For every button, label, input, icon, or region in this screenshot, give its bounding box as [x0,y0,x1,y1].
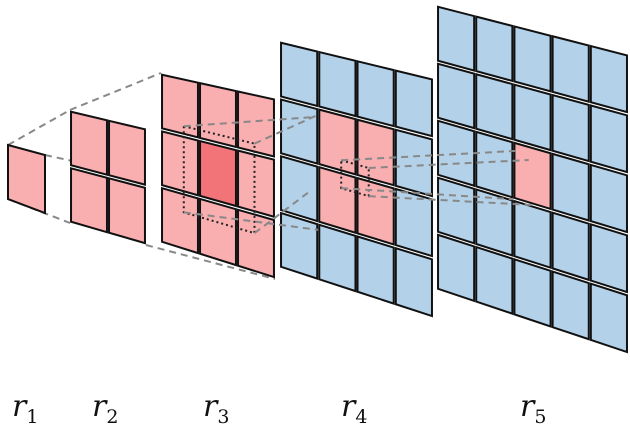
grid-cell [199,139,237,208]
grid-cell [280,211,319,280]
grid-cell [280,41,319,108]
grid-cell [318,108,357,176]
grid-cell [437,62,476,130]
grid-cell [394,246,433,318]
grid-cell [394,69,433,138]
grid-cell [513,25,552,93]
grid-cell [437,5,476,72]
grid-cell [437,119,476,188]
grid-cell [394,187,433,258]
grid-cell [437,233,476,303]
grid-cell [318,223,357,293]
grid-cell [7,143,46,215]
grid-cell [108,177,146,245]
projection-line [145,244,276,280]
grid-cell [356,176,395,246]
projection-line [183,116,311,128]
layer-label-r3: r3 [203,389,230,428]
grid-cell [199,197,237,267]
grid-cell [475,15,514,83]
projection-lines-front [182,113,533,235]
projection-line [341,187,514,201]
layer-r4-grid [280,41,433,318]
projection-line [7,109,71,146]
layer-r5-grid [437,5,628,354]
grid-cell [551,34,590,104]
grid-cell [589,104,628,174]
grid-cell [237,208,275,279]
projection-line [341,149,518,162]
grid-cell [280,155,319,223]
grid-cell [589,282,628,354]
layer-r2-grid [70,110,146,245]
grid-cell [513,257,552,328]
grid-cell [513,199,552,270]
grid-cell [161,73,199,139]
grid-cell [318,50,357,118]
grid-cell [356,235,395,305]
grid-cell [475,72,514,141]
layer-label-r2: r2 [92,389,119,428]
grid-cell [589,222,628,294]
grid-cell [475,245,514,316]
grid-cell [551,93,590,163]
layer-grids [7,5,628,354]
grid-cell [394,128,433,198]
layer-label-r4: r4 [341,389,368,428]
grid-cell [199,81,237,149]
grid-cell [589,44,628,114]
projection-line [368,195,533,206]
grid-cell [475,130,514,199]
grid-cell [551,270,590,341]
grid-cell [475,188,514,257]
grid-cell [70,166,108,234]
layer-label-r1: r1 [12,389,39,428]
grid-cell [513,83,552,152]
grid-cell [161,130,199,197]
grid-cell [437,176,476,245]
layer-r3-grid [161,73,275,279]
layer-label-r5: r5 [520,389,547,428]
grid-cell [551,211,590,282]
grid-cell [589,163,628,234]
grid-cell [551,152,590,222]
projection-line [183,211,319,231]
projection-line [69,72,162,111]
grid-cell [237,90,275,158]
grid-cell [513,141,552,211]
grid-cell [70,110,108,176]
grid-cell [161,186,199,255]
grid-cell [356,60,395,128]
grid-cell [280,98,319,165]
layer-r1-grid [7,143,46,215]
projection-line [368,159,529,170]
grid-cell [318,165,357,235]
grid-cell [356,118,395,187]
grid-cell [108,119,146,186]
grid-cell [237,149,275,219]
